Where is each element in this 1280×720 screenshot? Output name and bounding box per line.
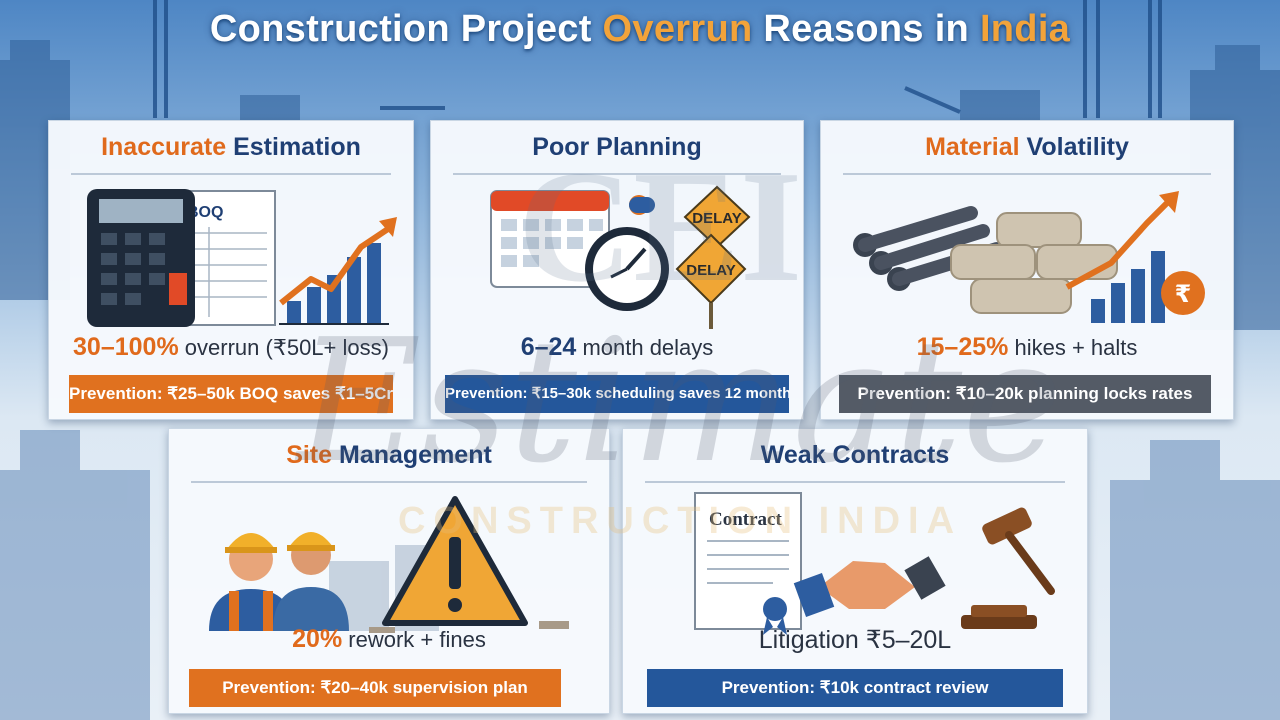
card-material-volatility: Material Volatility ₹ 15–2 [820,120,1234,420]
calendar-clock-delay-icon: DELAY DELAY [490,185,751,329]
steel-cement-price-icon: ₹ [853,191,1205,323]
card-inaccurate-estimation: Inaccurate Estimation BOQ [48,120,414,420]
card-title: Weak Contracts [760,441,950,469]
prevention-banner: Prevention: ₹25–50k BOQ saves ₹1–5Cr [69,375,393,413]
page-title: Construction Project Overrun Reasons in … [209,8,1071,50]
prevention-banner: Prevention: ₹10k contract review [647,669,1063,707]
stat-text: 6–24 month delays [520,333,714,361]
boq-label: BOQ [187,204,223,221]
stat-text: Litigation ₹5–20L [758,626,952,654]
card-title: Material Volatility [925,133,1129,161]
stat-text: 20% rework + fines [292,625,486,653]
calculator-boq-chart-icon: BOQ [87,189,397,327]
card-title: Site Management [286,441,492,469]
rupee-coin-icon: ₹ [1175,280,1192,308]
card-title: Inaccurate Estimation [101,133,361,161]
stat-text: 30–100% overrun (₹50L+ loss) [73,333,389,361]
workers-warning-icon [209,496,569,633]
stat-text: 15–25% hikes + halts [916,333,1138,361]
contract-label: Contract [709,509,782,530]
card-weak-contracts: Weak Contracts Contract Litigation ₹5–20… [622,428,1088,714]
card-site-management: Site Management 20% rework + fines Preve… [168,428,610,714]
prevention-banner: Prevention: ₹10–20k planning locks rates [839,375,1211,413]
prevention-banner: Prevention: ₹20–40k supervision plan [189,669,561,707]
contract-handshake-gavel-icon: Contract [694,492,1055,635]
watermark-tagline: CONSTRUCTION INDIA [397,500,963,542]
card-poor-planning: Poor Planning DELAY DELAY 6–24 month del… [430,120,804,420]
card-title: Poor Planning [532,133,702,161]
delay-sign-label: DELAY [692,210,741,227]
delay-sign-label: DELAY [686,262,735,279]
prevention-banner: Prevention: ₹15–30k scheduling saves 12 … [445,375,789,413]
